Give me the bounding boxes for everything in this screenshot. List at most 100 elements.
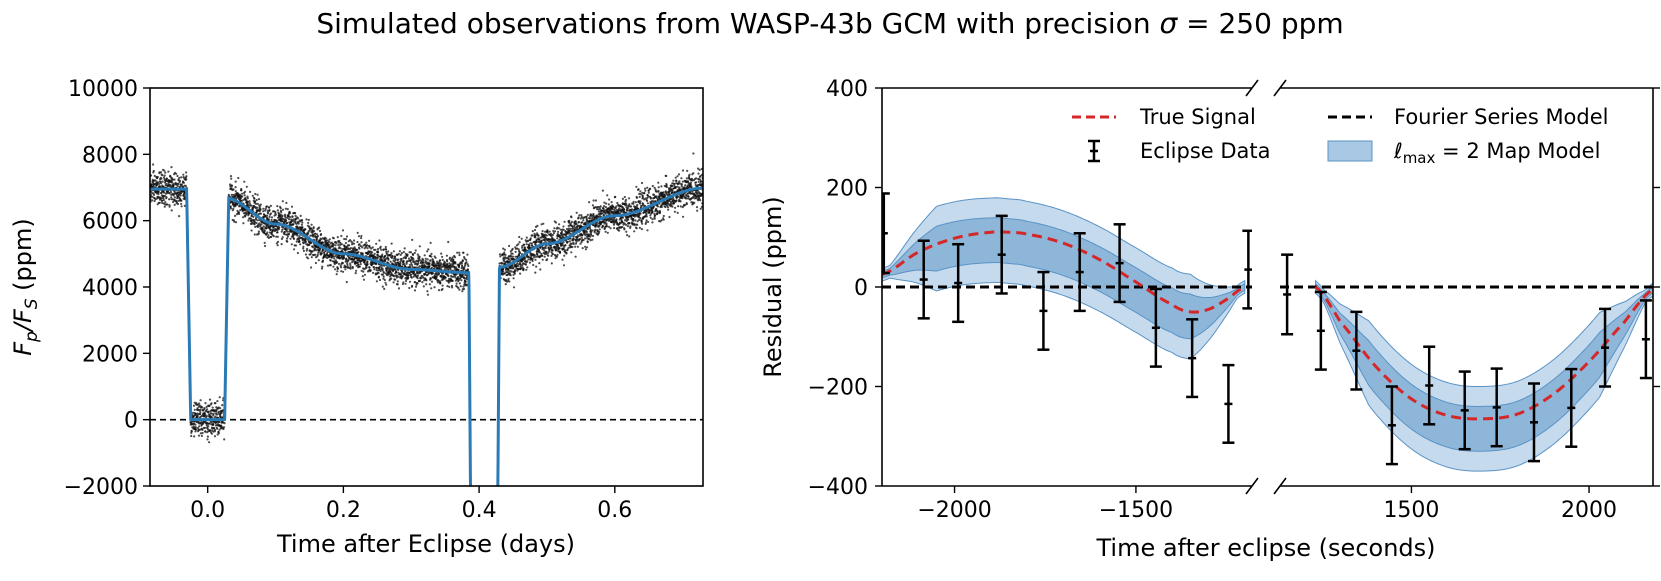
data-point (576, 234, 580, 237)
data-point (374, 248, 377, 251)
data-point (366, 263, 369, 266)
data-point (356, 261, 359, 264)
data-point (639, 190, 642, 193)
data-point (332, 237, 335, 240)
data-point (464, 280, 467, 283)
data-point (598, 230, 601, 233)
data-point (503, 248, 506, 251)
data-point (256, 202, 259, 205)
data-point (342, 270, 345, 273)
data-point (180, 202, 183, 205)
data-point (396, 258, 400, 261)
data-point (418, 265, 422, 268)
data-point (454, 262, 457, 265)
data-point (305, 249, 308, 252)
data-point (296, 217, 300, 220)
data-point (208, 404, 211, 407)
data-point (559, 251, 562, 254)
data-point (602, 224, 605, 227)
data-point (279, 213, 282, 216)
data-point (522, 243, 526, 246)
data-point (646, 199, 649, 202)
data-point (528, 261, 532, 264)
data-point (635, 196, 639, 199)
data-point (212, 423, 215, 426)
data-point (640, 181, 644, 185)
data-point (681, 197, 684, 200)
data-point (280, 230, 283, 233)
data-point (276, 244, 279, 247)
data-point (530, 242, 534, 245)
data-point (168, 192, 171, 195)
data-point (418, 245, 421, 248)
data-point (389, 260, 392, 263)
data-point (344, 241, 347, 245)
data-point (534, 236, 537, 239)
y-tick-label: 2000 (82, 342, 138, 367)
data-point (575, 222, 578, 225)
data-point (318, 229, 322, 233)
data-point (527, 258, 530, 261)
data-point (160, 197, 163, 200)
data-point (572, 238, 576, 241)
title-eq: = 250 ppm (1177, 7, 1343, 40)
data-point (182, 173, 185, 176)
data-point (182, 186, 185, 189)
data-point (667, 208, 670, 211)
data-point (574, 255, 577, 258)
data-point (539, 268, 542, 271)
data-point (509, 259, 512, 262)
data-point (433, 262, 436, 265)
data-point (265, 226, 268, 230)
data-point (203, 426, 207, 429)
data-point (173, 203, 176, 206)
data-point (177, 182, 180, 186)
data-point (328, 238, 331, 241)
data-point (465, 258, 468, 261)
data-point (665, 174, 668, 178)
data-point (458, 266, 461, 269)
data-point (390, 277, 393, 280)
data-point (300, 228, 304, 231)
data-point (276, 205, 279, 208)
data-point (504, 283, 507, 286)
data-point (396, 283, 399, 286)
data-point (628, 222, 631, 225)
data-point (441, 284, 444, 287)
data-point (375, 280, 378, 283)
data-point (280, 237, 283, 241)
data-point (158, 182, 161, 185)
data-point (639, 202, 642, 205)
data-point (340, 266, 343, 269)
data-point (382, 275, 385, 278)
data-point (646, 229, 649, 232)
data-point (283, 231, 286, 234)
data-point (392, 281, 395, 284)
data-point (615, 205, 618, 208)
data-point (192, 404, 196, 407)
data-point (677, 173, 681, 176)
data-point (467, 264, 470, 268)
data-point (360, 234, 363, 238)
data-point (156, 183, 159, 186)
data-point (548, 230, 551, 233)
data-point (292, 237, 295, 240)
data-point (584, 248, 588, 251)
data-point (278, 226, 281, 229)
data-point (219, 407, 222, 410)
data-point (217, 432, 220, 435)
data-point (314, 261, 317, 265)
data-point (180, 176, 183, 179)
data-point (214, 415, 217, 418)
data-point (441, 258, 444, 261)
data-point (418, 255, 421, 258)
data-point (237, 211, 241, 214)
data-point (368, 266, 371, 269)
data-point (296, 225, 299, 228)
data-point (507, 277, 510, 280)
data-point (259, 212, 262, 215)
data-point (538, 262, 541, 265)
data-point (215, 413, 219, 416)
data-point (274, 213, 277, 216)
